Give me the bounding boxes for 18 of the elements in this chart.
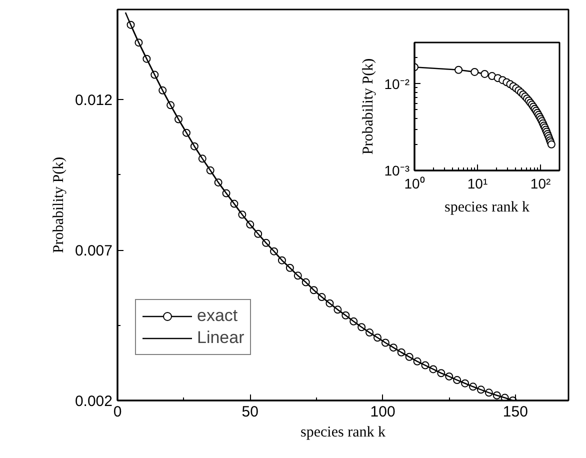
- legend-label: Linear: [197, 328, 244, 348]
- x-tick-label: 150: [502, 404, 528, 420]
- y-tick-label: 0.007: [74, 242, 113, 260]
- x-tick-label: 0: [113, 404, 122, 420]
- x-axis-title: species rank k: [300, 424, 386, 440]
- x-tick-label: 10⁰: [404, 176, 425, 192]
- x-tick-label: 10¹: [467, 176, 488, 192]
- legend-label: exact: [197, 306, 238, 326]
- x-tick-label: 50: [242, 404, 258, 420]
- y-tick-label: 10⁻²: [384, 76, 410, 92]
- x-tick-label: 100: [370, 404, 396, 420]
- y-axis-title: Probability P(k): [360, 58, 376, 155]
- x-axis-title: species rank k: [444, 200, 530, 216]
- y-tick-label: 10⁻³: [384, 162, 410, 178]
- y-tick-label: 0.012: [74, 92, 113, 110]
- x-tick-label: 10²: [530, 176, 551, 192]
- y-tick-label: 0.002: [74, 393, 113, 410]
- y-axis-title: Probability P(k): [50, 156, 67, 254]
